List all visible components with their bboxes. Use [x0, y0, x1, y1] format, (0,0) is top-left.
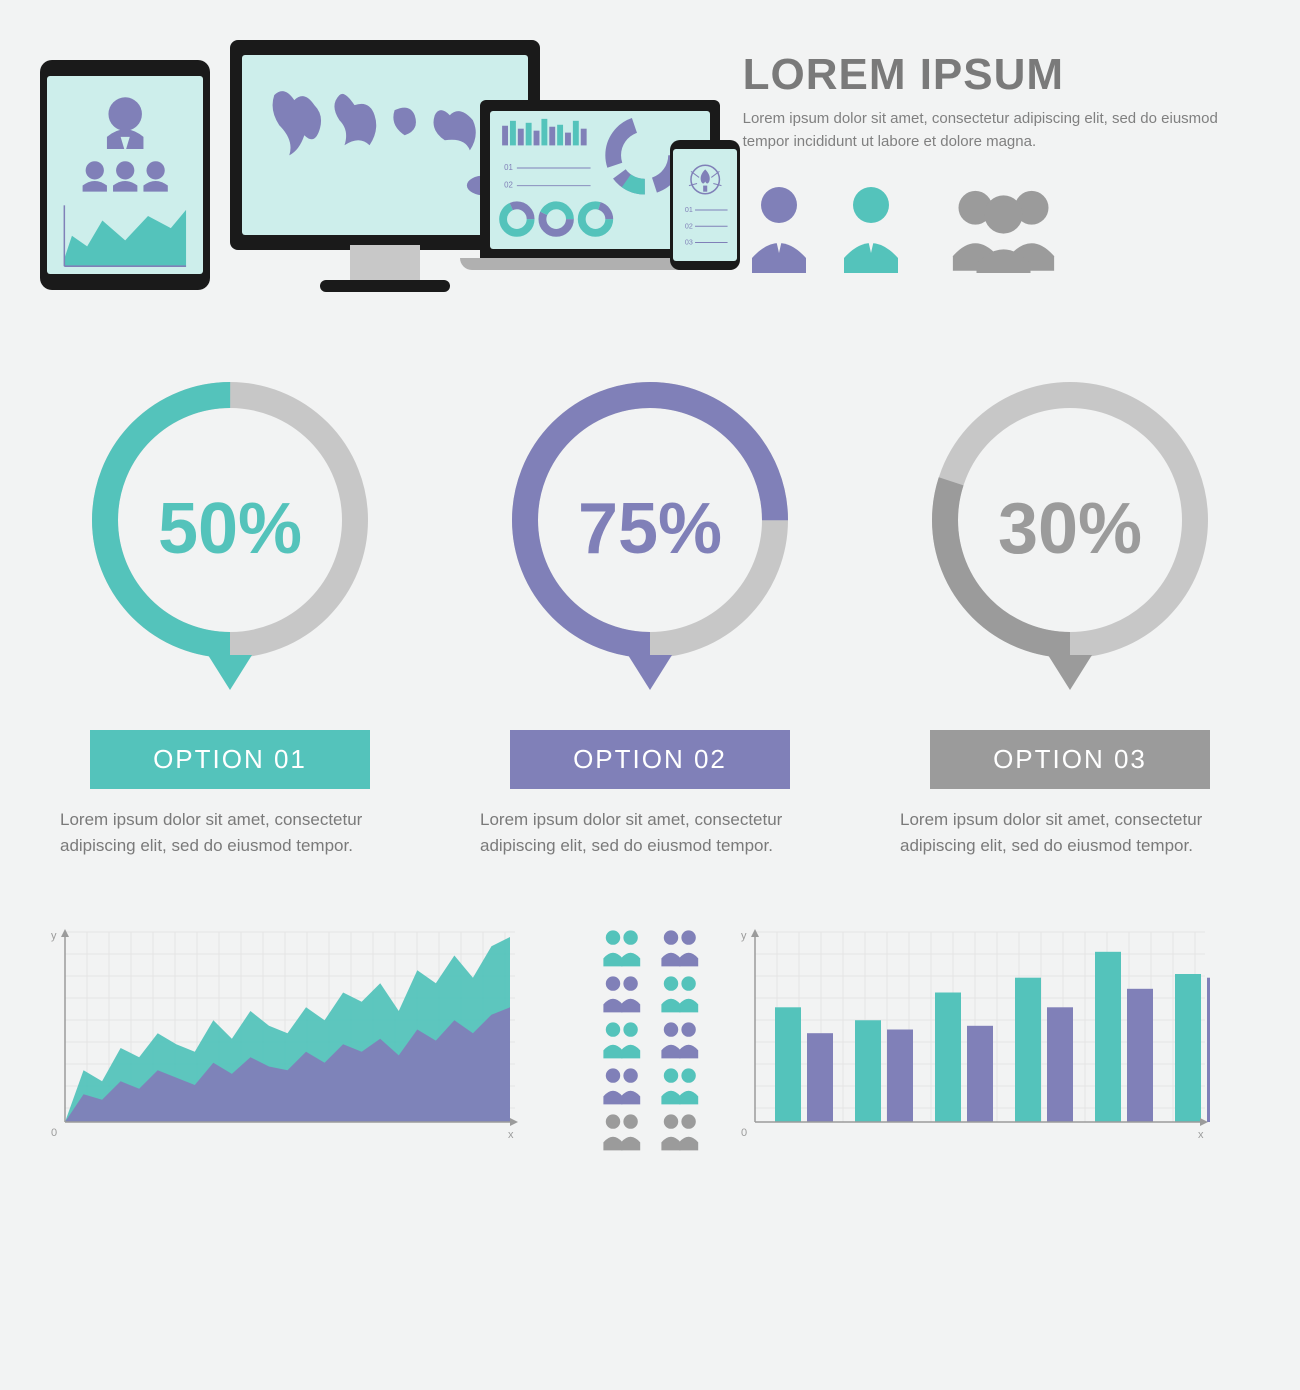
percent-value: 30% [920, 488, 1220, 570]
tablet-device [40, 60, 210, 290]
svg-text:x: x [508, 1129, 514, 1141]
svg-text:02: 02 [504, 181, 513, 190]
person-small-icon [655, 974, 703, 1014]
svg-text:x: x [1198, 1129, 1204, 1141]
person-small-icon [597, 974, 645, 1014]
option-description: Lorem ipsum dolor sit amet, consectetur … [40, 807, 420, 858]
page-description: Lorem ipsum dolor sit amet, consectetur … [743, 108, 1260, 153]
page-title: LOREM IPSUM [743, 50, 1260, 100]
option-label: OPTION 03 [930, 730, 1210, 789]
people-icons [743, 183, 1260, 273]
person-small-icon [655, 1066, 703, 1106]
option-description: Lorem ipsum dolor sit amet, consectetur … [880, 807, 1260, 858]
svg-text:01: 01 [685, 206, 693, 214]
group-icon [927, 183, 1080, 273]
person-small-icon [655, 1112, 703, 1152]
person-small-icon [597, 1020, 645, 1060]
options-row: 50% OPTION 01 Lorem ipsum dolor sit amet… [40, 370, 1260, 858]
phone-device: 01 02 03 [670, 140, 740, 270]
svg-text:01: 01 [504, 163, 513, 172]
area-chart: y x 0 [40, 927, 570, 1152]
percent-value: 50% [80, 488, 380, 570]
person-small-icon [655, 1020, 703, 1060]
person-small-icon [597, 928, 645, 968]
option-option 02: 75% OPTION 02 Lorem ipsum dolor sit amet… [460, 370, 840, 858]
percent-value: 75% [500, 488, 800, 570]
svg-text:0: 0 [51, 1127, 57, 1139]
person-small-icon [597, 1112, 645, 1152]
option-label: OPTION 01 [90, 730, 370, 789]
option-description: Lorem ipsum dolor sit amet, consectetur … [460, 807, 840, 858]
svg-text:02: 02 [685, 222, 693, 230]
bar-chart: y x 0 [730, 927, 1260, 1152]
devices-mockup: 01 02 [40, 40, 713, 320]
option-option 03: 30% OPTION 03 Lorem ipsum dolor sit amet… [880, 370, 1260, 858]
svg-text:y: y [51, 930, 57, 942]
person-small-icon [597, 1066, 645, 1106]
option-option 01: 50% OPTION 01 Lorem ipsum dolor sit amet… [40, 370, 420, 858]
svg-text:y: y [741, 930, 747, 942]
people-grid [590, 918, 710, 1152]
svg-text:0: 0 [741, 1127, 747, 1139]
person-small-icon [655, 928, 703, 968]
person-icon [743, 183, 815, 273]
option-label: OPTION 02 [510, 730, 790, 789]
svg-text:03: 03 [685, 239, 693, 247]
person-icon [835, 183, 907, 273]
